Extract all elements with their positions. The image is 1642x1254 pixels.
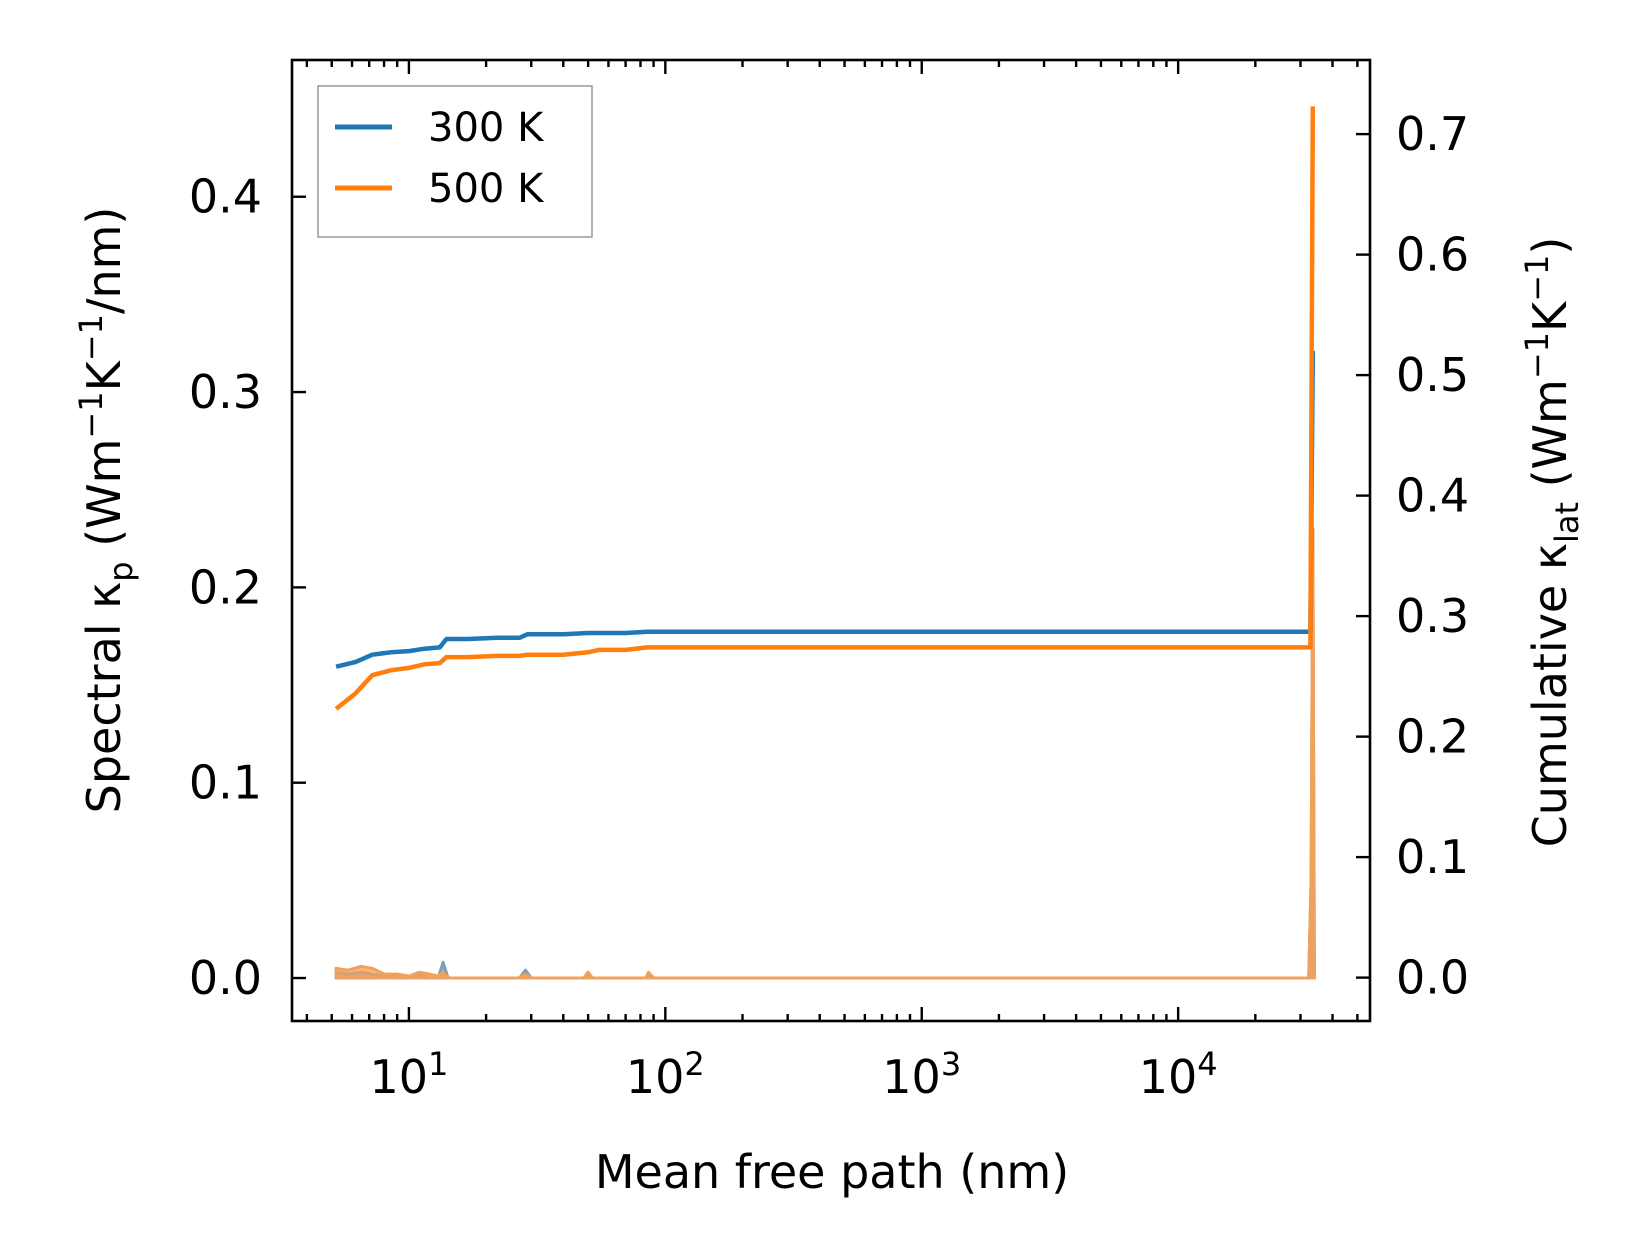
- y-left-tick-label: 0.2: [189, 560, 262, 614]
- y-left-tick-label: 0.0: [189, 951, 262, 1005]
- y-left-tick-label: 0.3: [189, 365, 262, 419]
- y-right-tick-label: 0.7: [1396, 107, 1469, 161]
- y-axis-left-label: Spectral κp (Wm−1K−1/nm): [72, 207, 140, 814]
- x-tick-label: 101: [369, 1045, 448, 1104]
- y-right-tick-label: 0.6: [1396, 228, 1469, 282]
- series-layer: [334, 106, 1316, 980]
- y-right-tick-label: 0.1: [1396, 830, 1469, 884]
- legend-label-500k: 500 K: [428, 166, 545, 212]
- cumulative-series-500k: [334, 106, 1316, 711]
- spectral-series-500k: [334, 527, 1316, 980]
- y-right-tick-label: 0.2: [1396, 710, 1469, 764]
- y-left-tick-label: 0.4: [189, 170, 262, 224]
- y-right-tick-label: 0.3: [1396, 589, 1469, 643]
- x-tick-label: 104: [1139, 1045, 1218, 1104]
- plot-frame: [290, 58, 1372, 1023]
- x-tick-label: 103: [882, 1045, 961, 1104]
- y-axis-right-label-group: Cumulative κlat (Wm−1K−1): [1518, 237, 1586, 848]
- y-axis-right-label: Cumulative κlat (Wm−1K−1): [1518, 237, 1586, 848]
- ticks-layer: 101 102 103 104 0.0 0.1 0.2 0.3 0.4 0.0 0.1 0.2 0.3 0…: [189, 60, 1469, 1104]
- cumulative-series-300k: [335, 350, 1316, 669]
- y-right-tick-label: 0.5: [1396, 348, 1469, 402]
- legend: 300 K 500 K: [317, 85, 593, 238]
- y-axis-left-label-group: Spectral κp (Wm−1K−1/nm): [72, 207, 140, 814]
- x-axis-label: Mean free path (nm): [595, 1145, 1069, 1199]
- y-right-tick-label: 0.4: [1396, 469, 1469, 523]
- legend-box: [317, 85, 593, 238]
- y-right-tick-label: 0.0: [1396, 951, 1469, 1005]
- x-tick-label: 102: [626, 1045, 705, 1104]
- legend-label-300k: 300 K: [428, 105, 545, 151]
- y-left-tick-label: 0.1: [189, 756, 262, 810]
